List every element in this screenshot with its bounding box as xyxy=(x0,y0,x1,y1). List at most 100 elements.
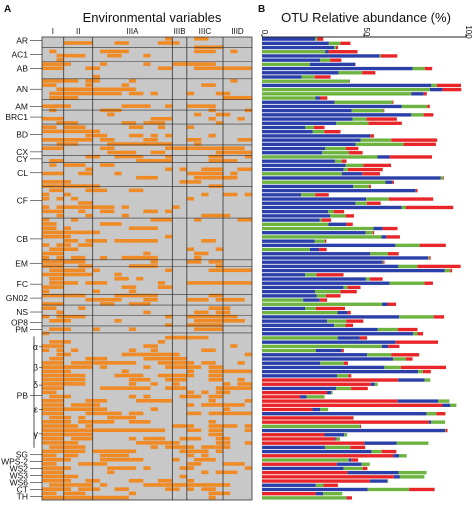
abundance-bar-segment xyxy=(262,138,361,142)
heatmap-cell-present xyxy=(49,91,122,96)
abundance-bar-segment xyxy=(400,365,447,370)
abundance-bar-segment xyxy=(369,277,383,281)
abundance-bar-segment xyxy=(337,336,360,340)
abundance-bar-segment xyxy=(309,62,356,67)
heatmap-cell-present xyxy=(85,424,93,428)
heatmap-cell-present xyxy=(42,369,57,374)
heatmap-cell-present xyxy=(143,297,151,302)
abundance-bar-segment xyxy=(262,420,429,424)
abundance-bar-segment xyxy=(325,294,341,298)
heatmap-cell-present xyxy=(172,146,245,151)
heatmap-cell-present xyxy=(49,491,57,496)
heatmap-cell-present xyxy=(42,470,64,475)
abundance-bar-segment xyxy=(436,412,446,416)
heatmap-cell-present xyxy=(85,436,93,441)
abundance-bar-segment xyxy=(401,104,428,109)
row-group-label: AB xyxy=(17,63,29,73)
heatmap-cell-present xyxy=(56,53,79,58)
heatmap-cell-present xyxy=(42,314,50,319)
heatmap-cell-present xyxy=(157,441,180,445)
abundance-bar-segment xyxy=(341,172,363,176)
heatmap-cell-present xyxy=(49,163,57,167)
abundance-bar-segment xyxy=(262,75,302,79)
heatmap-cell-present xyxy=(128,79,137,83)
abundance-bar-segment xyxy=(347,311,351,315)
abundance-bar-segment xyxy=(262,218,320,222)
heatmap-cell-present xyxy=(150,260,158,264)
abundance-bar-segment xyxy=(346,496,347,500)
heatmap-cell-present xyxy=(42,104,71,108)
row-group-label: WPS-2 xyxy=(1,457,28,467)
heatmap-cell-present xyxy=(186,428,195,433)
heatmap-cell-present xyxy=(49,356,64,361)
heatmap-cell-present xyxy=(42,331,50,336)
heatmap-cell-present xyxy=(179,377,187,382)
abundance-bar-segment xyxy=(401,205,406,210)
heatmap-cell-present xyxy=(49,293,86,298)
abundance-bar-segment xyxy=(312,407,321,412)
abundance-bar-segment xyxy=(345,214,355,218)
abundance-bar-segment xyxy=(369,479,388,483)
panel-b-title: OTU Relative abundance (%) xyxy=(281,10,451,25)
heatmap-cell-present xyxy=(49,247,57,252)
abundance-axis: 0 50 100 xyxy=(260,25,473,39)
heatmap-cell-present xyxy=(165,323,173,327)
heatmap-cell-present xyxy=(49,285,64,289)
heatmap-cell-present xyxy=(208,306,231,310)
heatmap-cell-present xyxy=(92,407,108,411)
heatmap-cell-present xyxy=(99,449,137,454)
abundance-bar-segment xyxy=(262,104,402,109)
row-group-label: TH xyxy=(17,492,28,502)
abundance-bar-segment xyxy=(444,268,451,273)
abundance-bar-segment xyxy=(346,222,353,226)
heatmap-cell-present xyxy=(56,365,93,369)
heatmap-cell-present xyxy=(70,260,86,264)
heatmap-cell-present xyxy=(56,87,86,92)
abundance-bar-segment xyxy=(366,197,389,201)
heatmap-cell-present xyxy=(215,297,245,302)
heatmap-cell-present xyxy=(56,361,64,365)
abundance-bar-segment xyxy=(424,66,433,71)
row-group-label: FC xyxy=(17,279,28,289)
heatmap-cell-present xyxy=(114,466,137,470)
heatmap-cell-present xyxy=(99,49,129,54)
heatmap-cell-present xyxy=(42,466,50,470)
heatmap-cell-present xyxy=(56,403,64,407)
abundance-bar-segment xyxy=(262,184,354,189)
heatmap-cell-present xyxy=(85,213,93,218)
abundance-bar-segment xyxy=(262,113,412,117)
abundance-bar-segment xyxy=(340,289,357,294)
abundance-bar-segment xyxy=(262,121,337,125)
abundance-bar-segment xyxy=(387,479,389,483)
heatmap-cell-present xyxy=(186,478,195,483)
abundance-bar-segment xyxy=(322,151,349,155)
abundance-bar-segment xyxy=(381,344,389,349)
panel-b-label: B xyxy=(258,4,265,15)
heatmap-cell-present xyxy=(186,323,224,327)
heatmap-cell-present xyxy=(244,441,252,445)
heatmap-cell-present xyxy=(63,125,86,129)
abundance-bar-segment xyxy=(262,58,321,62)
heatmap-cell-present xyxy=(157,340,166,344)
abundance-bar-segment xyxy=(348,151,363,155)
abundance-bar-segment xyxy=(315,483,324,487)
abundance-bar-segment xyxy=(262,315,400,319)
abundance-bar-segment xyxy=(319,298,328,302)
heatmap-cell-present xyxy=(63,281,79,285)
abundance-bar-segment xyxy=(328,222,347,226)
heatmap-cell-present xyxy=(85,356,108,361)
heatmap-cell-present xyxy=(150,133,158,138)
abundance-bar-segment xyxy=(262,336,338,340)
heatmap-cell-present xyxy=(42,230,100,235)
abundance-bar-segment xyxy=(262,130,313,134)
heatmap-cell-present xyxy=(56,205,79,209)
heatmap-cell-present xyxy=(128,327,137,332)
abundance-bar-segment xyxy=(364,441,397,445)
heatmap-cell-present xyxy=(70,247,79,252)
abundance-bar-segment xyxy=(320,58,331,62)
abundance-bar-segment xyxy=(427,104,430,109)
heatmap-cell-present xyxy=(63,474,79,479)
abundance-bar-segment xyxy=(438,399,450,403)
column-group-label: IIIC xyxy=(199,27,212,36)
abundance-bar-segment xyxy=(381,235,387,239)
